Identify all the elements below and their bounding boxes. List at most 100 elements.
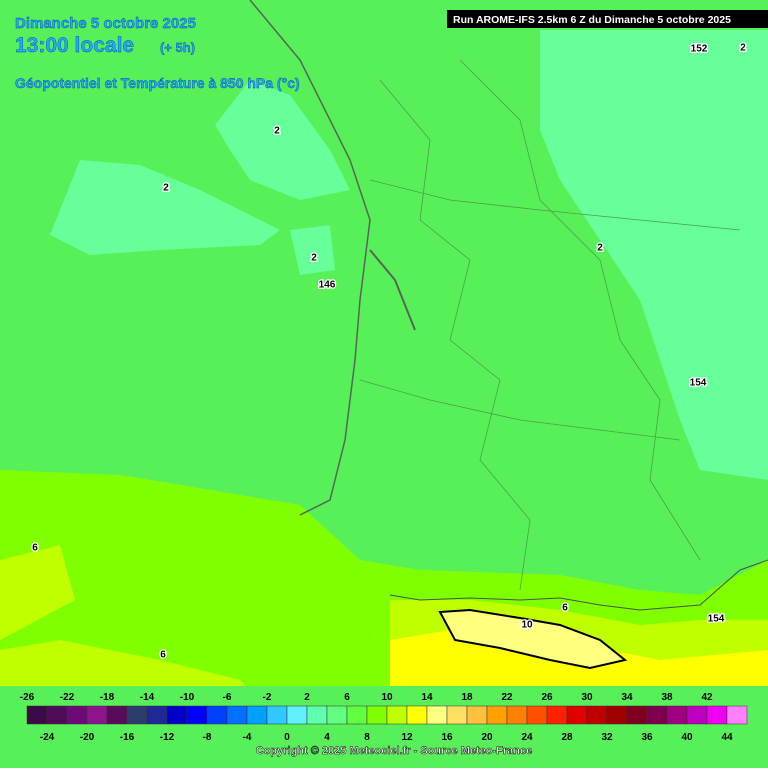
legend: -26-24-22-20-18-16-14-12-10-8-6-4-202468… xyxy=(20,692,748,743)
legend-swatch xyxy=(646,705,668,725)
legend-swatch xyxy=(286,705,308,725)
legend-label: -26 xyxy=(20,692,35,703)
legend-label: -6 xyxy=(223,692,232,703)
contour-label: 6 xyxy=(160,650,166,661)
contour-label: 2 xyxy=(163,183,169,194)
border xyxy=(389,559,768,611)
legend-swatch xyxy=(46,705,68,725)
legend-background xyxy=(0,686,768,768)
cool-zone xyxy=(215,80,350,200)
legend-label: 44 xyxy=(721,732,733,743)
legend-label: -22 xyxy=(60,692,75,703)
departments xyxy=(359,59,741,591)
contour-label: 2 xyxy=(274,126,280,137)
legend-swatch xyxy=(186,705,208,725)
legend-swatch xyxy=(326,705,348,725)
legend-swatch xyxy=(566,705,588,725)
legend-label: 12 xyxy=(401,732,413,743)
contour-label: 2 xyxy=(597,243,603,254)
legend-swatch xyxy=(86,705,108,725)
legend-label: 24 xyxy=(521,732,533,743)
field: Géopotentiel et Température à 850 hPa (°… xyxy=(15,75,300,91)
legend-label: 30 xyxy=(581,692,593,703)
legend-label: -2 xyxy=(263,692,272,703)
legend-label: 14 xyxy=(421,692,433,703)
legend-label: 42 xyxy=(701,692,713,703)
legend-label: 36 xyxy=(641,732,653,743)
legend-swatch xyxy=(466,705,488,725)
legend-label: 10 xyxy=(381,692,393,703)
legend-swatch xyxy=(366,705,388,725)
legend-label: -20 xyxy=(80,732,95,743)
contour-label: 152 xyxy=(691,44,708,55)
legend-label: 6 xyxy=(344,692,350,703)
legend-label: 4 xyxy=(324,732,330,743)
cool-zone xyxy=(290,225,335,275)
legend-swatch xyxy=(146,705,168,725)
legend-swatch xyxy=(686,705,708,725)
legend-swatch xyxy=(426,705,448,725)
time: 13:00 locale xyxy=(15,34,134,57)
legend-swatch xyxy=(446,705,468,725)
legend-label: -14 xyxy=(140,692,155,703)
hot-zone xyxy=(438,608,628,670)
legend-swatch xyxy=(486,705,508,725)
run-banner xyxy=(447,10,768,28)
coastline xyxy=(249,0,371,516)
copyright: Copyright © 2025 Meteociel.fr - Source M… xyxy=(256,745,532,757)
warm-zone xyxy=(0,640,260,700)
legend-label: 38 xyxy=(661,692,673,703)
contour-label: 6 xyxy=(32,543,38,554)
legend-label: 40 xyxy=(681,732,693,743)
legend-label: 28 xyxy=(561,732,573,743)
legend-swatch xyxy=(626,705,648,725)
legend-swatch xyxy=(106,705,128,725)
legend-swatch xyxy=(586,705,608,725)
contour-label: 2 xyxy=(311,253,317,264)
cool-zone xyxy=(540,30,768,480)
legend-swatch xyxy=(66,705,88,725)
legend-label: 8 xyxy=(364,732,370,743)
legend-label: 34 xyxy=(621,692,633,703)
legend-swatch xyxy=(546,705,568,725)
legend-swatch xyxy=(166,705,188,725)
estuary xyxy=(369,249,416,331)
legend-label: -8 xyxy=(203,732,212,743)
legend-swatch xyxy=(666,705,688,725)
legend-swatch xyxy=(126,705,148,725)
legend-swatch xyxy=(26,705,48,725)
legend-swatch xyxy=(306,705,328,725)
contour-label: 6 xyxy=(562,603,568,614)
contour-label: 10 xyxy=(521,620,533,631)
warm-zone xyxy=(0,545,75,640)
legend-label: -12 xyxy=(160,732,175,743)
legend-label: 32 xyxy=(601,732,613,743)
legend-label: -16 xyxy=(120,732,135,743)
contour-label: 154 xyxy=(708,614,725,625)
offset: (+ 5h) xyxy=(160,40,195,55)
legend-label: 18 xyxy=(461,692,473,703)
legend-label: 2 xyxy=(304,692,310,703)
legend-label: 22 xyxy=(501,692,513,703)
legend-swatch xyxy=(526,705,548,725)
legend-swatch xyxy=(406,705,428,725)
legend-swatch xyxy=(706,705,728,725)
date: Dimanche 5 octobre 2025 xyxy=(15,15,196,32)
contour-labels: 2 152 2 2 2 2 146 154 6 6 6 10 154 xyxy=(31,41,748,662)
contour-label: 2 xyxy=(740,43,746,54)
legend-swatch xyxy=(246,705,268,725)
legend-label: -4 xyxy=(243,732,252,743)
legend-label: -18 xyxy=(100,692,115,703)
cool-zone xyxy=(50,160,280,255)
legend-label: 26 xyxy=(541,692,553,703)
run-info: Run AROME-IFS 2.5km 6 Z du Dimanche 5 oc… xyxy=(453,14,731,26)
legend-swatch xyxy=(606,705,628,725)
legend-label: 0 xyxy=(284,732,290,743)
legend-label: 20 xyxy=(481,732,493,743)
legend-swatch xyxy=(266,705,288,725)
legend-swatch xyxy=(346,705,368,725)
legend-swatch xyxy=(386,705,408,725)
legend-label: -10 xyxy=(180,692,195,703)
legend-swatch xyxy=(226,705,248,725)
